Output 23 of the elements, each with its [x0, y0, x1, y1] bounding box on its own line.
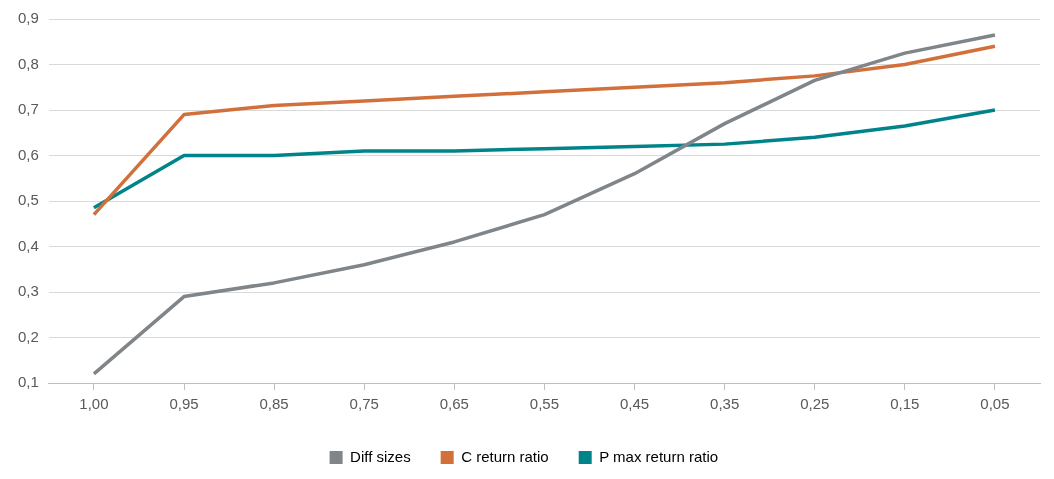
x-tick-label: 0,95	[169, 395, 199, 413]
x-tick-label: 0,75	[349, 395, 379, 413]
y-tick-label: 0,9	[17, 9, 39, 27]
x-tick-label: 1,00	[79, 395, 109, 413]
x-tick-label: 0,55	[529, 395, 560, 413]
x-tick-label: 0,05	[980, 395, 1010, 413]
x-tick-label: 0,85	[259, 395, 289, 413]
x-tick-label: 0,35	[710, 395, 740, 413]
y-tick-label: 0,4	[17, 236, 39, 254]
x-tick-label: 0,15	[890, 395, 920, 413]
legend-label: Diff sizes	[350, 447, 411, 465]
y-tick-label: 0,8	[17, 54, 39, 72]
y-tick-label: 0,6	[17, 145, 39, 163]
legend-label: P max return ratio	[599, 447, 719, 465]
legend-label: C return ratio	[461, 447, 549, 465]
y-tick-label: 0,2	[17, 327, 39, 345]
y-tick-label: 0,5	[17, 191, 39, 209]
x-tick-label: 0,25	[800, 395, 830, 413]
y-tick-label: 0,3	[17, 282, 39, 300]
x-tick-label: 0,45	[619, 395, 650, 413]
y-tick-label: 0,7	[17, 100, 39, 118]
y-tick-label: 0,1	[17, 373, 39, 391]
x-tick-label: 0,65	[439, 395, 469, 413]
